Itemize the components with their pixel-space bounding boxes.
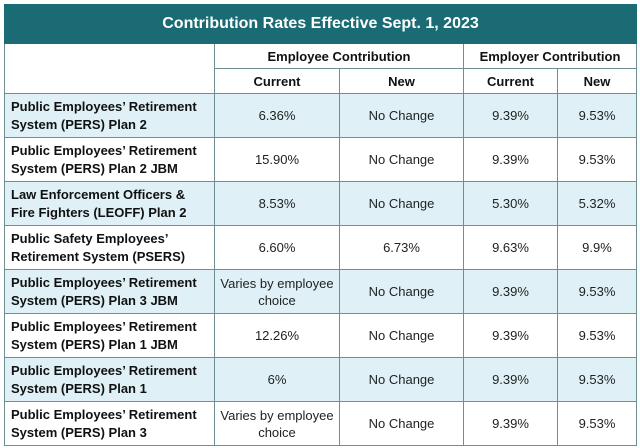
employer-current-rate: 9.63% (463, 225, 558, 270)
employer-new-rate: 9.53% (557, 401, 637, 446)
employee-new-rate: No Change (339, 357, 464, 402)
employee-current-rate: 6.60% (214, 225, 340, 270)
table-row: Public Safety Employees’ Retirement Syst… (4, 225, 637, 270)
employee-new-rate: No Change (339, 181, 464, 226)
plan-header-blank (4, 43, 215, 94)
employee-current-rate: 8.53% (214, 181, 340, 226)
employer-new-rate: 9.53% (557, 357, 637, 402)
table-row: Public Employees’ Retirement System (PER… (4, 313, 637, 358)
employee-new-rate: No Change (339, 137, 464, 182)
employer-new-rate: 9.9% (557, 225, 637, 270)
employee-current-rate: Varies by employee choice (214, 269, 340, 314)
table-row: Public Employees’ Retirement System (PER… (4, 137, 637, 182)
table-title: Contribution Rates Effective Sept. 1, 20… (4, 4, 637, 44)
employer-new-rate: 9.53% (557, 269, 637, 314)
plan-name: Public Safety Employees’ Retirement Syst… (4, 225, 215, 270)
employee-current-rate: 15.90% (214, 137, 340, 182)
employer-current-rate: 9.39% (463, 137, 558, 182)
table-row: Public Employees’ Retirement System (PER… (4, 401, 637, 446)
employee-current-rate: 6.36% (214, 93, 340, 138)
employer-current-rate: 9.39% (463, 401, 558, 446)
employee-new-rate: 6.73% (339, 225, 464, 270)
employer-new-rate: 9.53% (557, 93, 637, 138)
plan-name: Public Employees’ Retirement System (PER… (4, 137, 215, 182)
plan-name: Public Employees’ Retirement System (PER… (4, 313, 215, 358)
employee-new-header: New (339, 68, 464, 94)
table-row: Public Employees’ Retirement System (PER… (4, 93, 637, 138)
employer-current-header: Current (463, 68, 558, 94)
employee-new-rate: No Change (339, 269, 464, 314)
plan-name: Law Enforcement Officers & Fire Fighters… (4, 181, 215, 226)
employee-contribution-header: Employee Contribution (214, 43, 464, 69)
employer-new-rate: 9.53% (557, 137, 637, 182)
table-row: Law Enforcement Officers & Fire Fighters… (4, 181, 637, 226)
employer-current-rate: 5.30% (463, 181, 558, 226)
contribution-rates-table-container: Contribution Rates Effective Sept. 1, 20… (4, 4, 637, 446)
plan-name: Public Employees’ Retirement System (PER… (4, 93, 215, 138)
employee-new-rate: No Change (339, 313, 464, 358)
employer-new-rate: 5.32% (557, 181, 637, 226)
employer-current-rate: 9.39% (463, 313, 558, 358)
employee-current-rate: 12.26% (214, 313, 340, 358)
contribution-rates-table: Contribution Rates Effective Sept. 1, 20… (4, 4, 637, 446)
plan-name: Public Employees’ Retirement System (PER… (4, 401, 215, 446)
employee-current-rate: Varies by employee choice (214, 401, 340, 446)
employer-current-rate: 9.39% (463, 357, 558, 402)
table-row: Public Employees’ Retirement System (PER… (4, 357, 637, 402)
employee-new-rate: No Change (339, 401, 464, 446)
table-row: Public Employees’ Retirement System (PER… (4, 269, 637, 314)
plan-name: Public Employees’ Retirement System (PER… (4, 357, 215, 402)
employer-contribution-header: Employer Contribution (463, 43, 637, 69)
employer-new-header: New (557, 68, 637, 94)
employee-current-header: Current (214, 68, 340, 94)
employer-current-rate: 9.39% (463, 269, 558, 314)
employer-new-rate: 9.53% (557, 313, 637, 358)
employee-new-rate: No Change (339, 93, 464, 138)
plan-name: Public Employees’ Retirement System (PER… (4, 269, 215, 314)
employee-current-rate: 6% (214, 357, 340, 402)
employer-current-rate: 9.39% (463, 93, 558, 138)
